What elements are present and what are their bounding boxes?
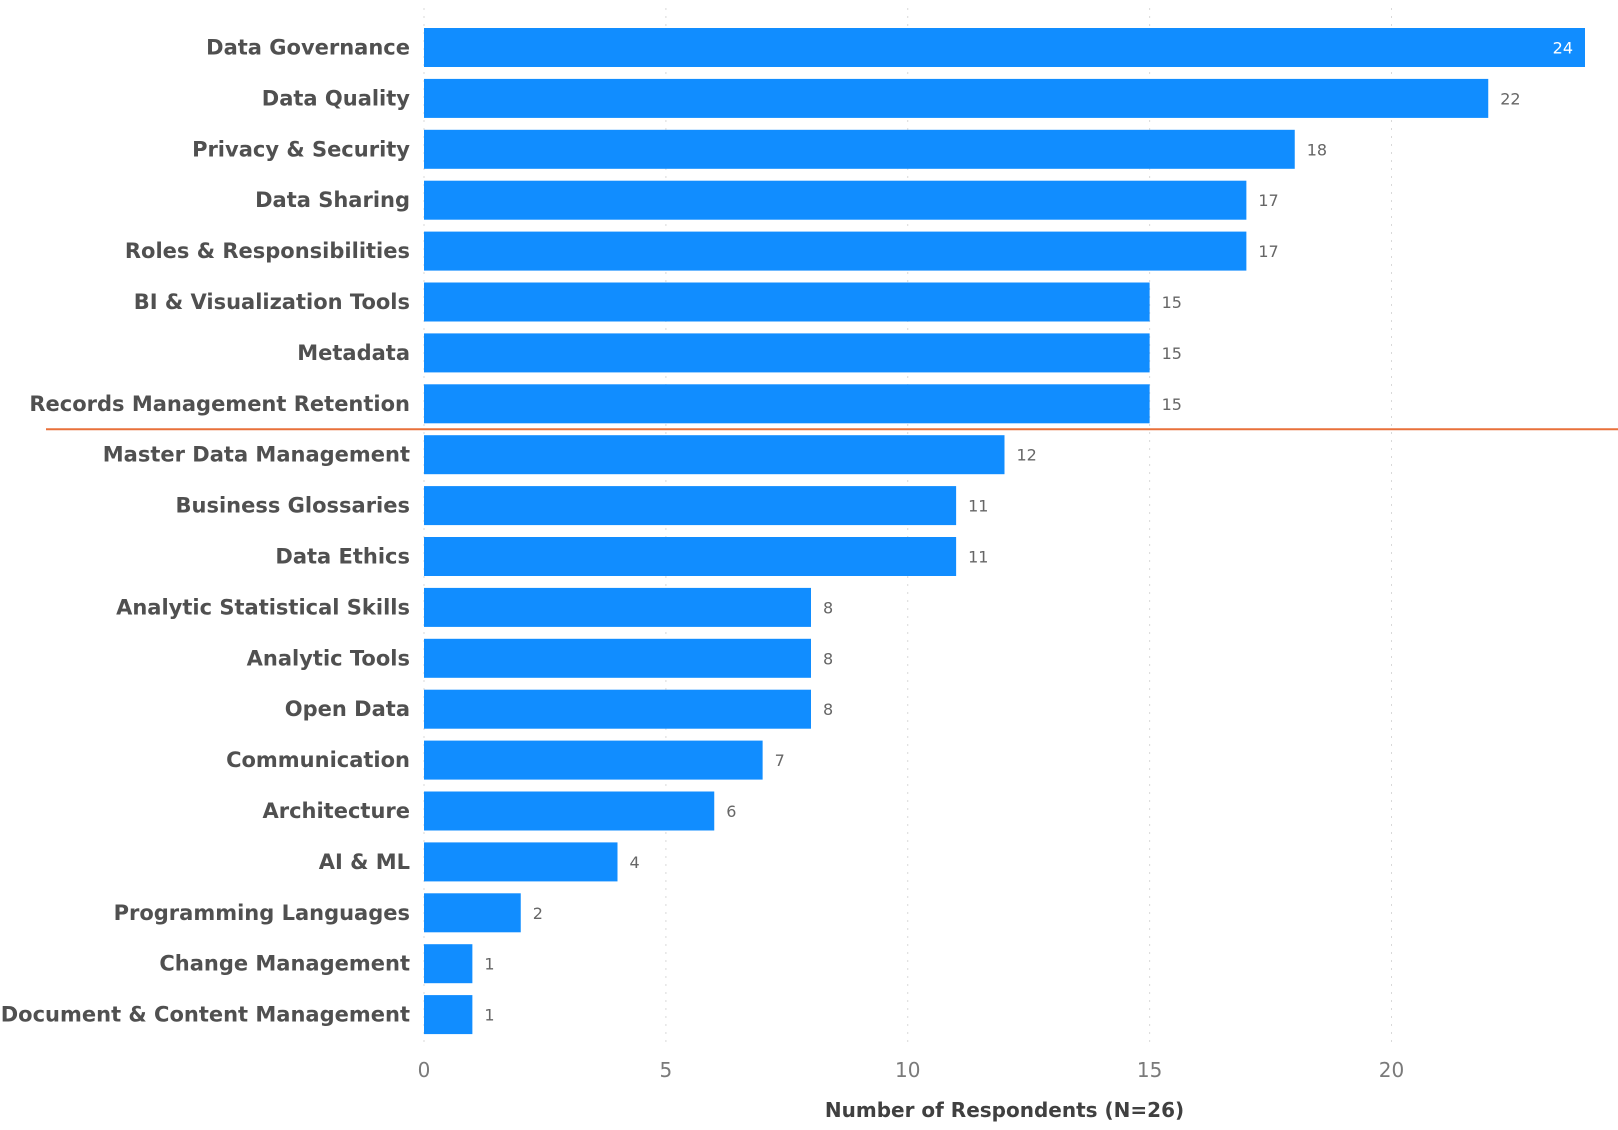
bar — [424, 384, 1150, 424]
data-label: 15 — [1162, 293, 1182, 312]
bar — [424, 995, 473, 1035]
category-label: Roles & Responsibilities — [125, 239, 410, 263]
x-tick-label: 0 — [418, 1058, 431, 1082]
category-label: AI & ML — [319, 850, 410, 874]
category-label: Data Sharing — [255, 188, 410, 212]
bar — [424, 28, 1585, 67]
category-label: BI & Visualization Tools — [134, 290, 410, 314]
category-label: Programming Languages — [114, 901, 410, 925]
category-label: Analytic Statistical Skills — [116, 595, 410, 619]
bar — [424, 282, 1150, 322]
x-tick-label: 20 — [1379, 1058, 1404, 1082]
data-label: 24 — [1553, 39, 1573, 58]
bar — [424, 78, 1489, 118]
data-label: 4 — [630, 853, 640, 872]
bar — [424, 587, 811, 627]
x-tick-label: 10 — [895, 1058, 920, 1082]
data-label: 6 — [726, 802, 736, 821]
data-label: 17 — [1258, 191, 1278, 210]
data-label: 18 — [1307, 140, 1327, 159]
category-label: Data Governance — [206, 36, 410, 60]
bar — [424, 944, 473, 984]
data-label: 12 — [1017, 446, 1037, 465]
x-tick-label: 15 — [1137, 1058, 1162, 1082]
bar — [424, 435, 1005, 475]
data-label: 15 — [1162, 395, 1182, 414]
data-label: 8 — [823, 649, 833, 668]
category-label: Records Management Retention — [29, 392, 410, 416]
bar — [424, 486, 957, 526]
data-label: 11 — [968, 548, 988, 567]
category-label: Analytic Tools — [247, 646, 410, 670]
data-label: 17 — [1258, 242, 1278, 261]
bar — [424, 740, 763, 780]
category-label: Architecture — [262, 799, 410, 823]
category-label: Privacy & Security — [192, 137, 410, 161]
category-labels: Data Governance Data Quality Privacy & Sec… — [1, 36, 411, 1027]
category-label: Document & Content Management — [1, 1003, 410, 1027]
category-label: Communication — [226, 748, 410, 772]
data-label: 7 — [775, 751, 785, 770]
bar — [424, 689, 811, 729]
bar — [424, 638, 811, 678]
x-axis-ticks: 0 5 10 15 20 — [418, 1058, 1405, 1082]
data-label: 8 — [823, 700, 833, 719]
data-label: 1 — [484, 955, 494, 974]
bar — [424, 333, 1150, 373]
category-label: Change Management — [159, 952, 410, 976]
bar — [424, 129, 1295, 169]
category-label: Data Ethics — [275, 545, 410, 569]
data-label: 8 — [823, 598, 833, 617]
data-label: 2 — [533, 904, 543, 923]
bar — [424, 893, 521, 933]
category-label: Business Glossaries — [176, 494, 411, 518]
category-label: Metadata — [297, 341, 410, 365]
bars — [424, 28, 1585, 1035]
category-label: Data Quality — [262, 86, 411, 110]
x-axis-title: Number of Respondents (N=26) — [825, 1098, 1184, 1122]
bar — [424, 791, 715, 831]
bar — [424, 842, 618, 882]
category-label: Master Data Management — [103, 443, 410, 467]
bar — [424, 537, 957, 576]
data-label: 15 — [1162, 344, 1182, 363]
x-tick-label: 5 — [660, 1058, 673, 1082]
data-label: 11 — [968, 497, 988, 516]
data-label: 1 — [484, 1006, 494, 1025]
data-label: 22 — [1500, 89, 1520, 108]
bar — [424, 180, 1247, 220]
category-label: Open Data — [285, 697, 410, 721]
bar — [424, 231, 1247, 271]
